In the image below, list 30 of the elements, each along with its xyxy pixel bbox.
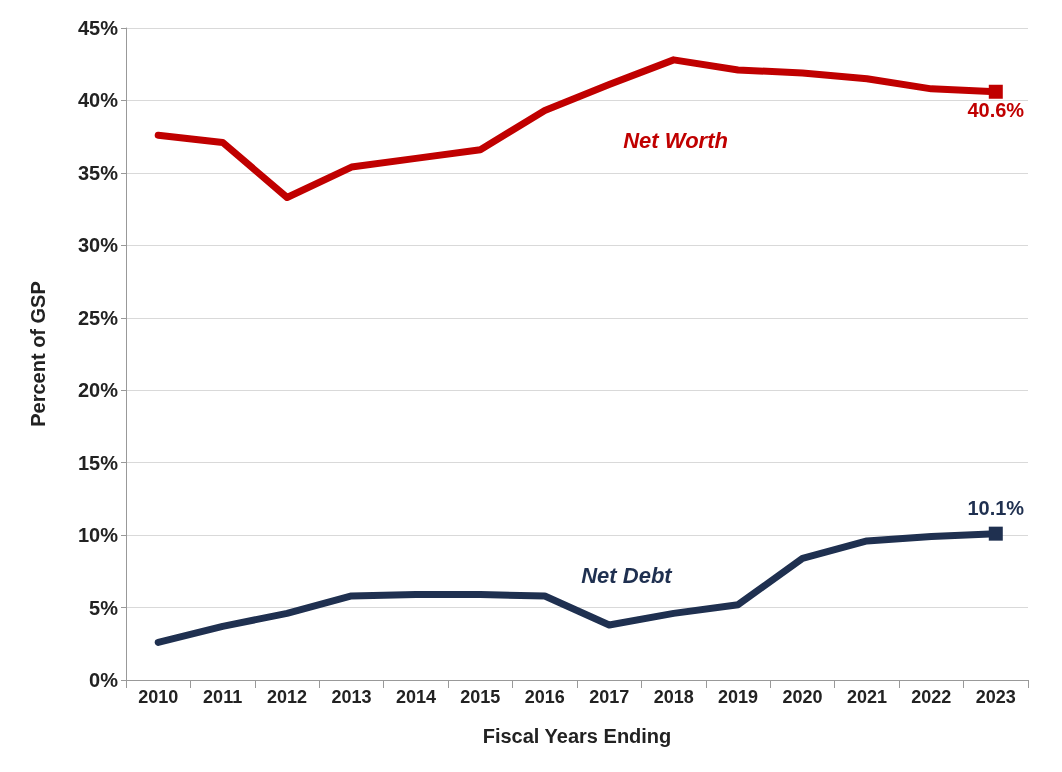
x-tick-label: 2021: [846, 687, 887, 707]
x-tick-label: 2016: [524, 687, 565, 707]
text: Net Worth: [623, 128, 728, 154]
x-tick-label: 2023: [975, 687, 1016, 707]
x-tick-label: 2017: [589, 687, 630, 707]
y-tick-label: 30%: [77, 234, 119, 257]
x-tick-label: 2011: [203, 687, 243, 707]
x-tick-label: 2012: [267, 687, 308, 707]
x-tick-label: 2022: [911, 687, 952, 707]
y-tick-label: 40%: [77, 89, 119, 112]
y-tick-label: 25%: [77, 306, 119, 329]
x-tick-label: 2010: [138, 687, 179, 707]
series-label: Net Debt: [581, 563, 674, 589]
y-tick-label: 5%: [89, 596, 119, 619]
y-tick-label: 35%: [77, 161, 119, 184]
y-tick-label: 20%: [77, 379, 119, 402]
y-tick-label: 10%: [77, 524, 119, 547]
y-tick-label: 15%: [77, 451, 119, 474]
x-axis-title: Fiscal Years Ending: [482, 725, 672, 747]
x-tick-label: 2013: [331, 687, 372, 707]
y-axis-title: Percent of GSP: [27, 281, 49, 427]
x-tick-label: 2014: [395, 687, 436, 707]
x-tick-label: 2020: [782, 687, 823, 707]
y-tick-label: 45%: [77, 17, 119, 39]
x-tick-label: 2019: [718, 687, 759, 707]
data-label: 40.6%: [967, 98, 1025, 121]
y-tick-label: 0%: [89, 669, 119, 691]
x-tick-label: 2015: [460, 687, 501, 707]
data-label: 10.1%: [967, 496, 1025, 519]
x-tick-label: 2018: [653, 687, 694, 707]
